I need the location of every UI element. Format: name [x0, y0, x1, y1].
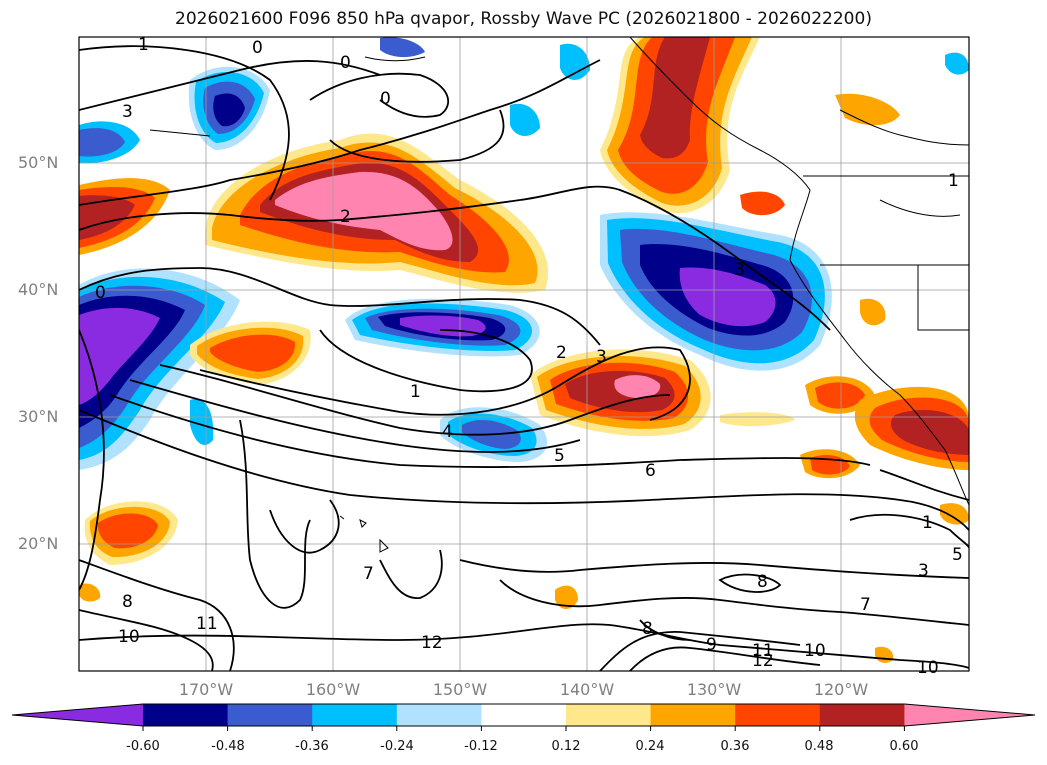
contour-label: 1: [948, 171, 959, 191]
plot-frame: [78, 36, 970, 672]
graticule: [79, 37, 969, 671]
negative-anomaly-northwest: [79, 66, 270, 164]
filled-anomaly-layer: [79, 37, 969, 663]
colorbar-segment: [566, 704, 652, 726]
contour-label: 3: [122, 102, 133, 122]
colorbar-tick-label: 0.48: [804, 739, 834, 754]
contour-label: 5: [554, 446, 565, 466]
lon-label: 140°W: [559, 680, 615, 699]
colorbar-extend-high: [904, 704, 1035, 726]
contour-label: 9: [706, 635, 717, 655]
contour-label: 0: [252, 38, 263, 58]
colorbar-segment: [312, 704, 398, 726]
positive-anomaly-mid: [190, 321, 311, 385]
contour-labels: 1 0 0 3 0 2 0 1 2 3 4 5 6 3 1 1 5 3 8 7 …: [95, 35, 963, 678]
positive-anomaly-tropical: [84, 501, 178, 565]
contour-label: 8: [122, 592, 133, 612]
lat-label: 30°N: [18, 407, 59, 426]
lon-label: 150°W: [432, 680, 488, 699]
contour-label: 10: [917, 658, 939, 678]
contour-lines: [79, 45, 969, 671]
contour-label: 5: [952, 545, 963, 565]
colorbar-segment: [481, 704, 567, 726]
colorbar-tick-label: -0.36: [295, 739, 329, 754]
positive-anomaly-northeast: [600, 37, 760, 214]
colorbar-segment: [143, 704, 229, 726]
contour-label: 1: [410, 382, 421, 402]
negative-anomaly-west: [79, 268, 240, 470]
contour-label: 1: [138, 35, 149, 55]
contour-label: 0: [340, 53, 351, 73]
contour-label: 7: [860, 595, 871, 615]
lat-label: 50°N: [18, 153, 59, 172]
contour-label: 3: [734, 260, 745, 280]
lat-label: 20°N: [18, 534, 59, 553]
contour-label: 2: [556, 343, 567, 363]
lat-label: 40°N: [18, 280, 59, 299]
colorbar-tick-label: 0.36: [720, 739, 750, 754]
contour-label: 11: [196, 614, 218, 634]
contour-label: 12: [752, 651, 774, 671]
colorbar-segment: [735, 704, 821, 726]
positive-anomaly-subtropical: [530, 349, 711, 437]
contour-label: 3: [918, 561, 929, 581]
colorbar-tick-label: -0.60: [126, 739, 160, 754]
contour-label: 10: [804, 641, 826, 661]
colorbar-tick-label: -0.48: [211, 739, 245, 754]
lon-label: 170°W: [178, 680, 234, 699]
coastline: [149, 37, 969, 553]
contour-label: 10: [118, 627, 140, 647]
contour-label: 0: [95, 283, 106, 303]
contour-label: 6: [645, 461, 656, 481]
lon-label: 160°W: [305, 680, 361, 699]
contour-label: 7: [363, 564, 374, 584]
small-anomaly-patches: [79, 37, 969, 663]
contour-label: 8: [642, 619, 653, 639]
contour-label: 11: [752, 641, 774, 661]
negative-anomaly-east: [600, 212, 832, 371]
negative-anomaly-central: [345, 298, 540, 357]
colorbar-segment: [396, 704, 482, 726]
contour-label: 3: [596, 347, 607, 367]
lon-label: 130°W: [686, 680, 742, 699]
colorbar-tick-label: 0.12: [551, 739, 581, 754]
contour-label: 0: [380, 89, 391, 109]
colorbar-segment: [650, 704, 736, 726]
map-title: 2026021600 F096 850 hPa qvapor, Rossby W…: [175, 9, 872, 29]
contour-label: 4: [442, 422, 453, 442]
colorbar-segment: [227, 704, 313, 726]
positive-anomaly-north: [205, 133, 549, 293]
colorbar-tick-label: 0.60: [889, 739, 919, 754]
colorbar-segment: [819, 704, 905, 726]
contour-label: 8: [757, 572, 768, 592]
contour-label: 2: [340, 207, 351, 227]
lon-label: 120°W: [813, 680, 869, 699]
positive-anomaly-west: [79, 178, 170, 255]
contour-label: 1: [922, 513, 933, 533]
colorbar-extend-low: [12, 704, 143, 726]
colorbar: [11, 703, 1036, 731]
colorbar-tick-label: -0.24: [380, 739, 414, 754]
contour-label: 12: [421, 633, 443, 653]
colorbar-tick-label: 0.24: [635, 739, 665, 754]
colorbar-tick-label: -0.12: [464, 739, 498, 754]
